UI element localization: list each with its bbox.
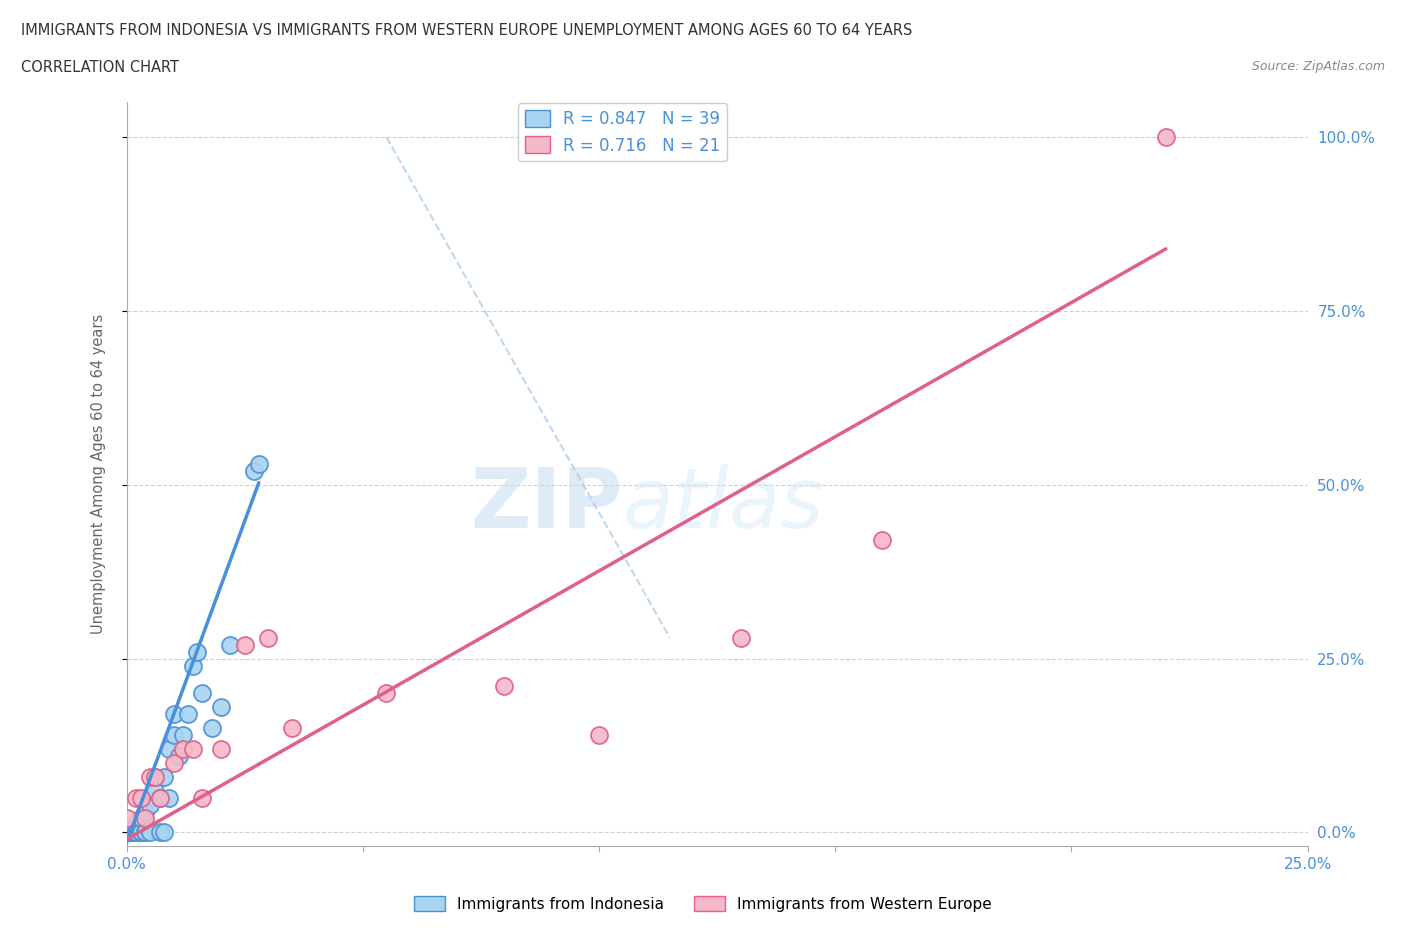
Point [143,769,166,784]
Point [209,741,232,756]
Point [115,825,138,840]
Point [129,790,152,805]
Point [219,637,242,652]
Point [191,790,214,805]
Point [153,769,176,784]
Point [125,825,148,840]
Point [375,686,398,701]
Text: atlas: atlas [623,463,824,545]
Point [143,769,166,784]
Point [181,658,204,673]
Point [233,637,256,652]
Point [1154,129,1177,144]
Point [588,727,610,742]
Point [129,811,152,826]
Point [139,797,162,812]
Point [134,804,156,819]
Point [149,790,172,805]
Point [281,721,304,736]
Point [139,769,162,784]
Point [243,463,266,478]
Point [149,825,172,840]
Legend: Immigrants from Indonesia, Immigrants from Western Europe: Immigrants from Indonesia, Immigrants fr… [408,889,998,918]
Text: CORRELATION CHART: CORRELATION CHART [21,60,179,75]
Point [120,825,142,840]
Point [125,825,148,840]
Point [129,825,152,840]
Point [172,741,194,756]
Point [129,825,152,840]
Point [139,825,162,840]
Point [247,457,270,472]
Point [149,790,172,805]
Point [120,825,142,840]
Point [125,818,148,833]
Point [872,533,894,548]
Y-axis label: Unemployment Among Ages 60 to 64 years: Unemployment Among Ages 60 to 64 years [91,314,105,634]
Point [191,686,214,701]
Point [134,811,156,826]
Text: IMMIGRANTS FROM INDONESIA VS IMMIGRANTS FROM WESTERN EUROPE UNEMPLOYMENT AMONG A: IMMIGRANTS FROM INDONESIA VS IMMIGRANTS … [21,23,912,38]
Point [167,749,190,764]
Point [115,811,138,826]
Point [143,783,166,798]
Point [181,741,204,756]
Text: ZIP: ZIP [470,463,623,545]
Point [134,825,156,840]
Point [257,631,280,645]
Text: Source: ZipAtlas.com: Source: ZipAtlas.com [1251,60,1385,73]
Point [157,741,180,756]
Point [172,727,194,742]
Point [163,707,186,722]
Point [153,825,176,840]
Point [730,631,752,645]
Legend: R = 0.847   N = 39, R = 0.716   N = 21: R = 0.847 N = 39, R = 0.716 N = 21 [519,103,727,161]
Point [134,825,156,840]
Point [157,790,180,805]
Point [125,825,148,840]
Point [163,727,186,742]
Point [163,755,186,770]
Point [125,790,148,805]
Point [209,699,232,714]
Point [186,644,208,659]
Point [120,825,142,840]
Point [120,825,142,840]
Point [177,707,200,722]
Point [200,721,222,736]
Point [115,825,138,840]
Point [494,679,516,694]
